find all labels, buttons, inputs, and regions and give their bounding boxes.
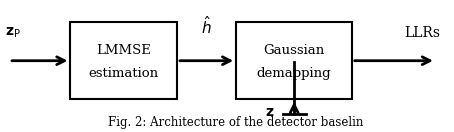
Text: $\hat{h}$: $\hat{h}$ [201,15,212,37]
Text: $\mathbf{z}$: $\mathbf{z}$ [266,105,275,119]
Bar [236,22,352,99]
Text: LMMSE: LMMSE [96,44,151,57]
Text: $\mathbf{z}_{\mathsf{P}}$: $\mathbf{z}_{\mathsf{P}}$ [5,26,20,40]
Text: demapping: demapping [257,67,331,80]
Text: estimation: estimation [89,67,159,80]
Text: Gaussian: Gaussian [263,44,325,57]
Text: Fig. 2: Architecture of the detector baselin: Fig. 2: Architecture of the detector bas… [109,116,364,129]
Bar [70,22,177,99]
Text: LLRs: LLRs [405,26,440,40]
